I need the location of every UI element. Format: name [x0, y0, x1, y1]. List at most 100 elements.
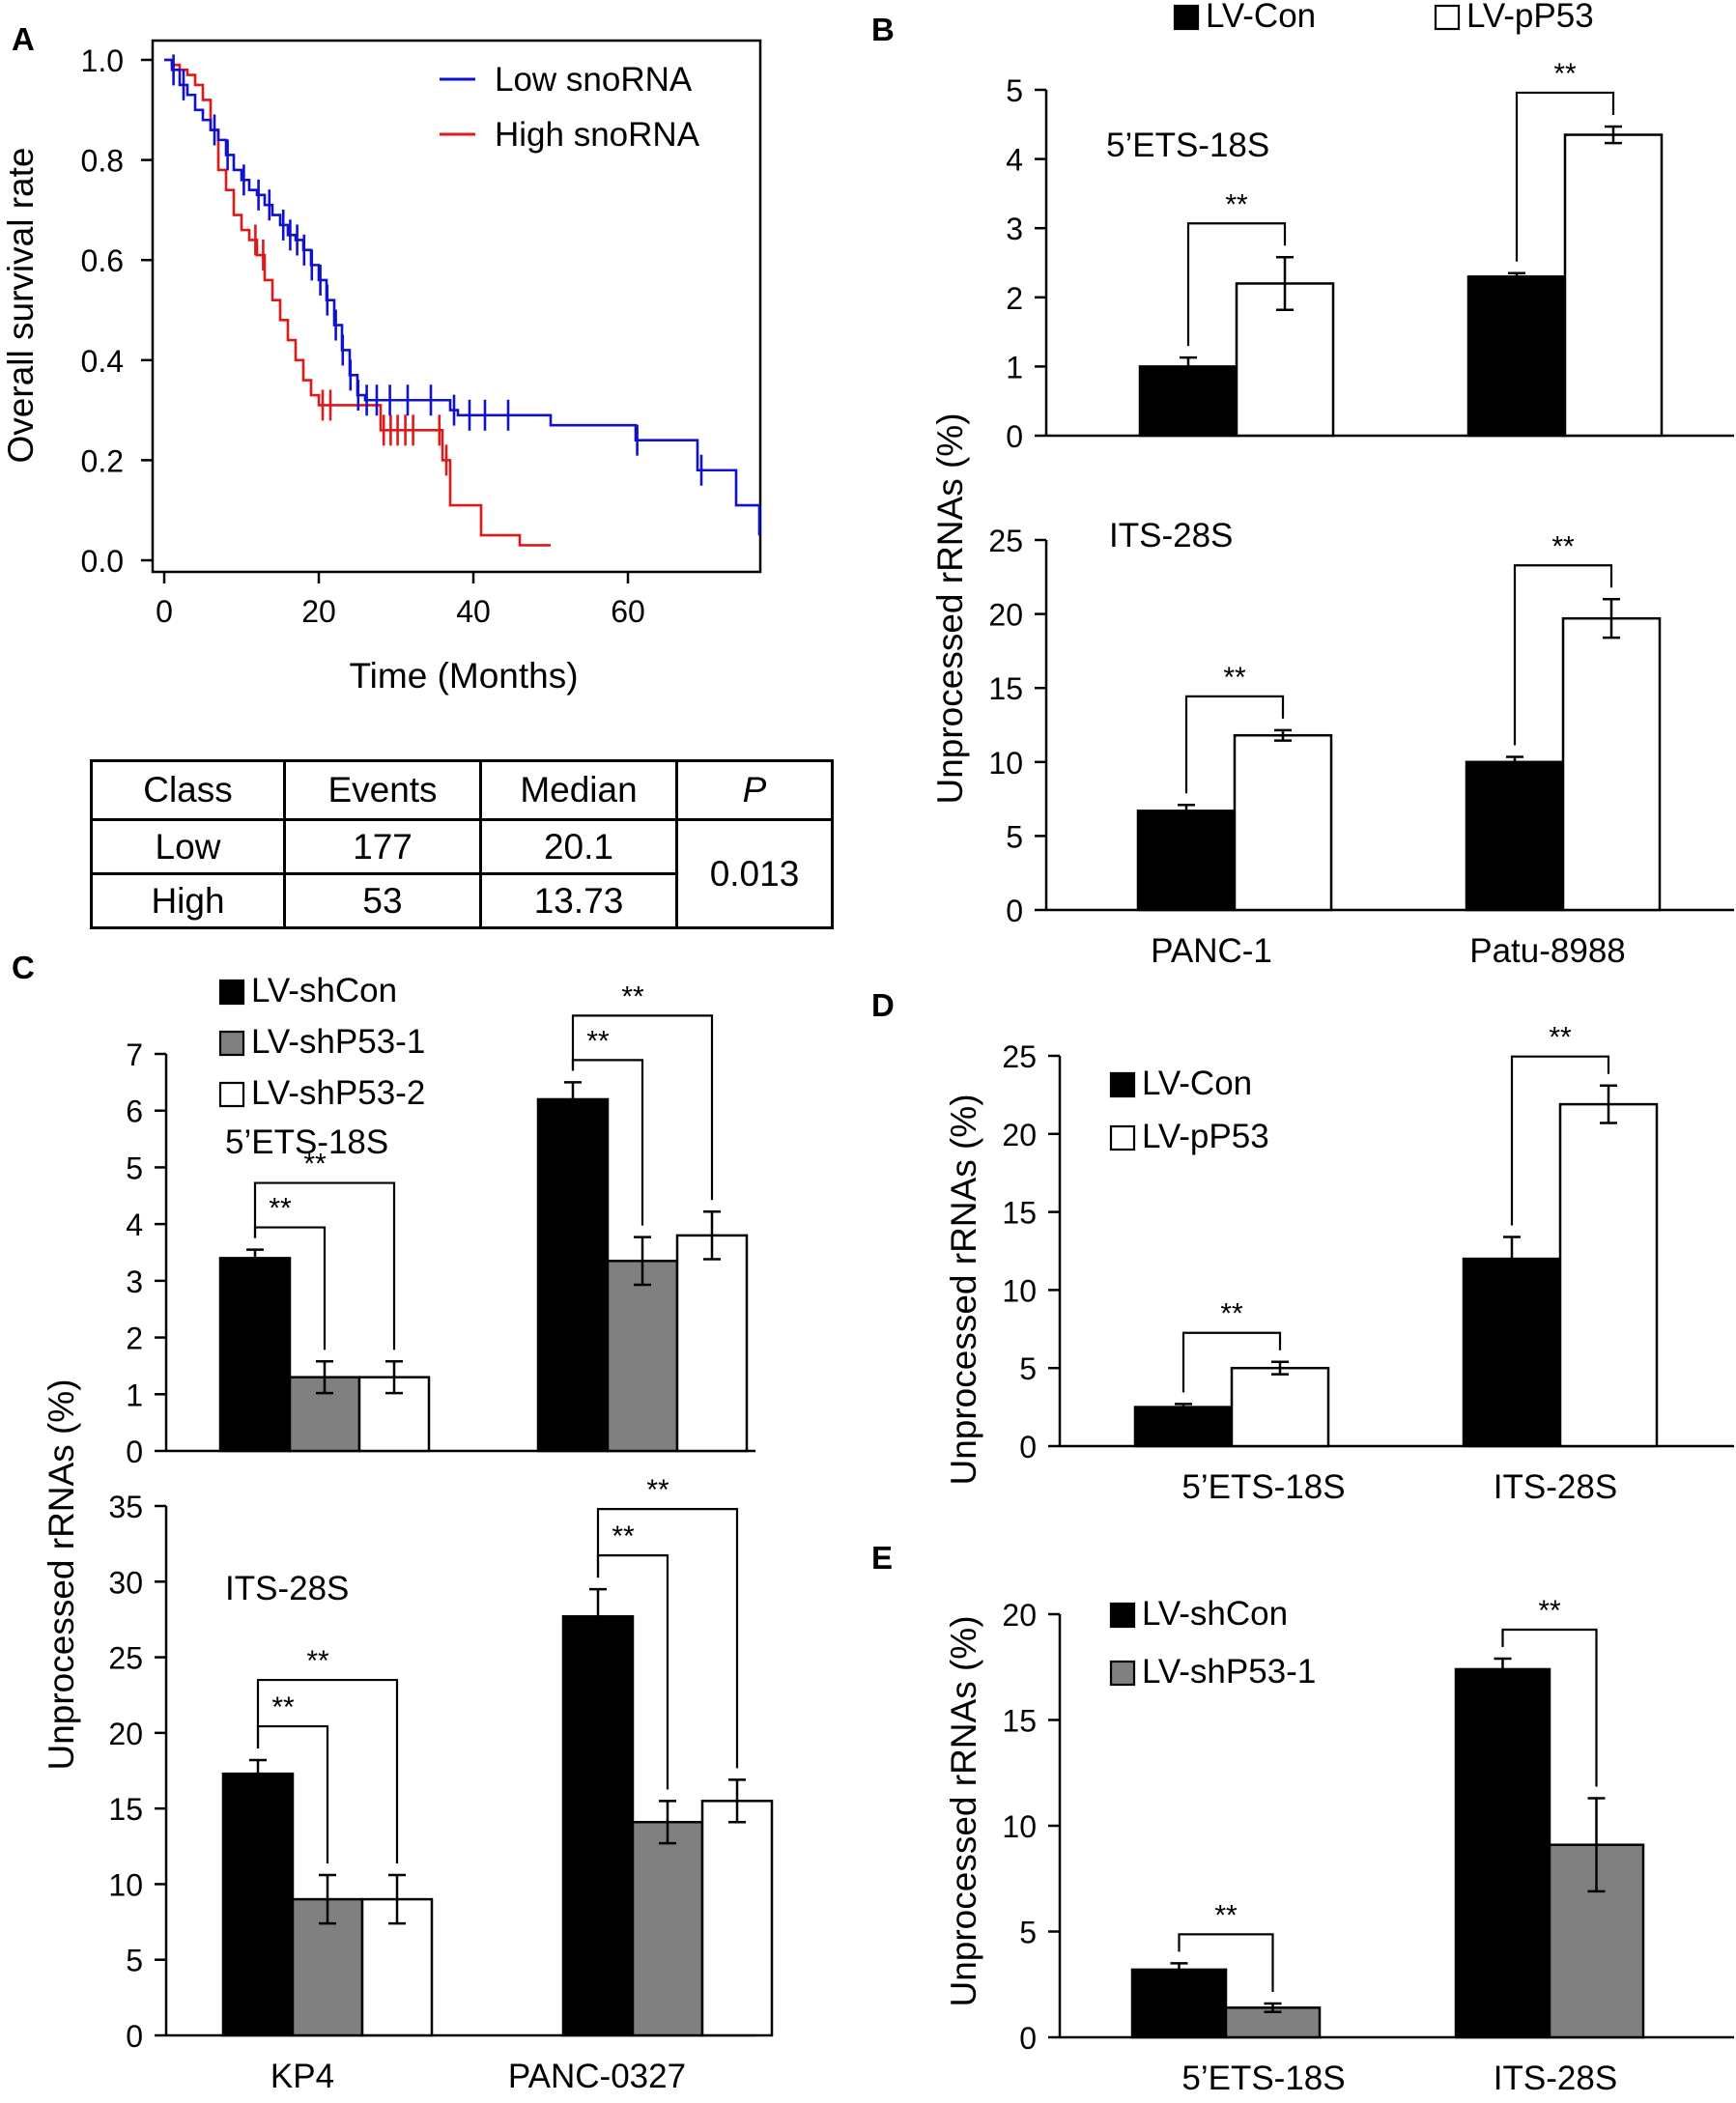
significance-label: **: [1214, 1899, 1238, 1931]
legend-label: Low snoRNA: [495, 61, 693, 99]
legend-label: LV-shCon: [251, 972, 397, 1009]
table-row: Low 177 20.1 0.013: [90, 818, 834, 929]
legend-label: High snoRNA: [495, 116, 700, 154]
y-tick-label: 15: [1002, 1704, 1037, 1739]
legend-swatch: [1434, 4, 1461, 31]
y-tick-label: 5: [1019, 1351, 1037, 1386]
table-cell-class: High: [90, 872, 286, 929]
bar: [1466, 275, 1567, 438]
table-row: High 53 13.73: [90, 872, 833, 929]
significance-bracket: [253, 1181, 396, 1350]
significance-bracket: [1184, 695, 1285, 794]
significance-label: **: [1223, 662, 1246, 694]
y-tick-label: 20: [1002, 1118, 1037, 1152]
x-tick-label: 5’ETS-18S: [1181, 1468, 1345, 1506]
x-tick-label: KP4: [270, 2058, 334, 2095]
x-tick-label: 60: [611, 594, 645, 629]
y-tick-label: 1.0: [81, 43, 124, 78]
bar: [1465, 760, 1565, 912]
significance-label: **: [1538, 1595, 1561, 1627]
y-axis-title: Unprocessed rRNAs (%): [944, 1615, 983, 2006]
survival-plot: 0.0 0.2 0.4 0.6 0.8 1.0 0 20 40 60 Time (Months) Ov…: [1, 39, 762, 696]
plot-frame: [151, 39, 762, 574]
y-tick-label: 5: [1019, 1916, 1037, 1950]
y-tick-label: 10: [1002, 1273, 1037, 1308]
y-tick-label: 0.4: [81, 344, 124, 379]
y-tick-label: 25: [1002, 1039, 1037, 1074]
significance-label: **: [1220, 1298, 1243, 1330]
legend-swatch: [1109, 1660, 1136, 1687]
significance-label: **: [271, 1691, 295, 1723]
survival-table: Class Events Median P Low 177 20.1 0.013…: [90, 759, 834, 929]
table-header-class: Class: [90, 759, 286, 821]
bar: [1233, 733, 1333, 912]
x-tick-label: 5’ETS-18S: [1181, 2060, 1345, 2097]
bar: [218, 1257, 292, 1453]
y-tick-label: 0: [126, 2019, 143, 2054]
y-tick-label: 0: [1006, 894, 1023, 928]
legend-label: LV-Con: [1142, 1065, 1252, 1102]
y-tick-label: 1: [126, 1378, 143, 1412]
y-tick-label: 2: [1006, 281, 1023, 316]
y-tick-label: 1: [1006, 350, 1023, 384]
bar: [700, 1800, 774, 2037]
panel-label-e: E: [871, 1540, 893, 1576]
table-cell-events: 177: [283, 818, 482, 875]
y-tick-label: 4: [1006, 143, 1023, 178]
significance-bracket: [1501, 1628, 1598, 1787]
y-tick-label: 3: [1006, 212, 1023, 246]
x-tick-label: 0: [156, 594, 173, 629]
legend-swatch: [218, 1081, 245, 1108]
table-cell-class: Low: [90, 818, 286, 875]
bar: [1133, 1406, 1234, 1448]
y-tick-label: 5: [126, 1151, 143, 1185]
x-tick-label: ITS-28S: [1494, 2060, 1617, 2097]
bar-chart-b-bottom: 0 5 10 15 20 25 PANC-1 Patu-8988 ITS-28S ** **: [988, 517, 1734, 970]
significance-label: **: [1225, 188, 1248, 220]
chart-annotation: ITS-28S: [225, 1570, 349, 1607]
legend-swatch: [1109, 1124, 1136, 1151]
significance-label: **: [586, 1025, 610, 1057]
y-tick-label: 3: [126, 1265, 143, 1299]
y-tick-label: 20: [988, 598, 1023, 633]
y-tick-label: 0: [1019, 2021, 1037, 2056]
y-tick-label: 0.8: [81, 144, 124, 179]
y-tick-label: 5: [1006, 819, 1023, 854]
y-tick-label: 25: [108, 1641, 143, 1676]
y-tick-label: 0.0: [81, 544, 124, 579]
bar: [1130, 1968, 1228, 2039]
significance-label: **: [269, 1193, 292, 1225]
significance-bracket: [256, 1678, 399, 1864]
y-tick-label: 35: [108, 1490, 143, 1524]
significance-label: **: [1549, 1022, 1572, 1054]
y-tick-label: 6: [126, 1094, 143, 1129]
legend-swatch: [218, 1030, 245, 1057]
significance-bracket: [1181, 1331, 1282, 1393]
bar: [606, 1260, 679, 1453]
bar-chart-c-bottom: 0 5 10 15 20 25 30 35 KP4 PANC-0327 ITS-28S ** ** ** *…: [108, 1474, 774, 2095]
legend-label: LV-pP53: [1466, 0, 1594, 35]
y-tick-label: 0.2: [81, 443, 124, 478]
significance-label: **: [621, 980, 644, 1012]
bar: [221, 1772, 295, 2037]
bar: [1136, 810, 1237, 912]
y-tick-label: 2: [126, 1321, 143, 1356]
y-axis-title: Overall survival rate: [1, 148, 41, 464]
significance-bracket: [596, 1508, 739, 1769]
y-tick-label: 20: [108, 1717, 143, 1751]
bar: [1561, 616, 1662, 912]
significance-bracket: [1510, 1055, 1610, 1226]
table-cell-p-value: 0.013: [675, 818, 834, 929]
y-tick-label: 15: [1002, 1196, 1037, 1231]
y-tick-label: 0: [126, 1435, 143, 1469]
legend-swatch: [1173, 4, 1200, 31]
chart-annotation: 5’ETS-18S: [225, 1123, 388, 1161]
y-tick-label: 20: [1002, 1598, 1037, 1633]
significance-bracket: [1513, 564, 1613, 746]
y-tick-label: 0: [1019, 1430, 1037, 1464]
y-axis-title: Unprocessed rRNAs (%): [944, 1094, 983, 1485]
y-tick-label: 0: [1006, 419, 1023, 454]
bar: [1563, 133, 1664, 438]
